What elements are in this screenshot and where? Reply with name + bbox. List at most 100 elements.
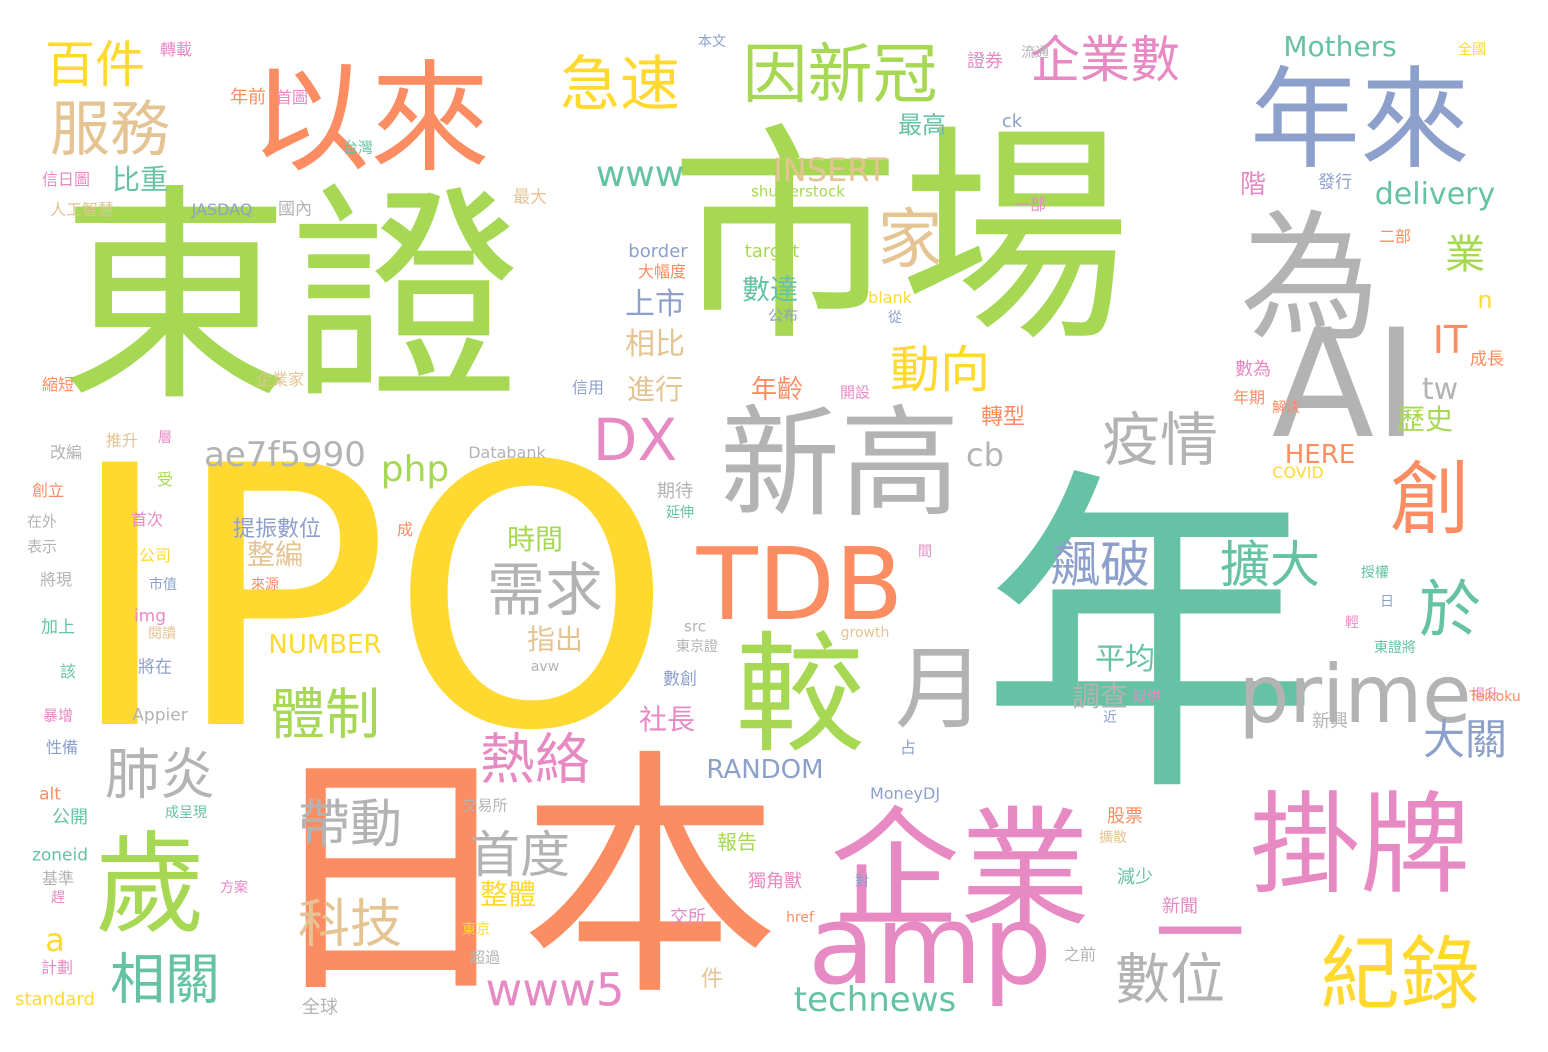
word-97: target [744,241,800,262]
word-87: 信日圖 [41,170,91,189]
word-148: 新興 [1312,711,1348,732]
word-25: 百件 [45,36,145,94]
word-62: 數達 [741,273,799,306]
word-6: 年來 [1250,56,1470,184]
word-125: 將現 [39,570,73,589]
word-1: 市場 [669,106,1131,373]
word-128: img [133,606,167,627]
word-65: 指出 [526,623,584,656]
word-100: 從 [888,310,902,326]
word-68: 社長 [638,703,696,736]
word-55: cb [966,436,1004,474]
word-17: 紀錄 [1320,928,1480,1021]
word-2: IPO [66,390,674,809]
word-149: 性備 [45,738,79,757]
word-91: 最大 [513,187,547,208]
word-12: 較 [734,619,866,771]
word-109: 解決 [1272,400,1300,416]
word-33: 相關 [109,947,221,1012]
word-24: 服務 [50,95,170,165]
word-126: 市值 [149,577,177,593]
word-80: 轉載 [159,40,193,59]
word-73: 最高 [898,111,946,139]
word-89: JASDAQ [191,200,253,219]
word-5: 以來 [250,50,490,189]
word-152: MoneyDJ [869,784,941,803]
word-144: Appier [132,705,188,726]
word-9: 新高 [720,395,960,534]
word-163: 基準 [41,869,75,888]
word-27: 疫情 [1101,406,1219,474]
word-120: 首次 [130,510,164,529]
word-170: 計劃 [40,958,74,977]
word-71: HERE [1284,440,1356,470]
word-22: 急速 [560,50,680,120]
word-103: 企業家 [255,370,305,389]
word-159: zoneid [31,845,89,866]
word-10: 企業 [829,794,1091,946]
word-166: 交所 [670,907,706,928]
word-111: 推升 [105,431,139,450]
word-112: 層 [158,430,172,446]
word-4: 日本 [260,729,780,1031]
word-41: technews [793,980,957,1020]
word-118: 受 [156,470,174,489]
word-150: 占 [899,738,917,757]
word-49: 業 [1445,232,1485,278]
word-94: 發行 [1318,172,1352,193]
word-64: 年齡 [750,375,804,405]
word-143: 暴增 [42,706,74,725]
word-76: 提振數位 [232,517,322,542]
word-153: 成呈現 [165,805,207,821]
word-54: php [380,449,450,490]
word-11: 掛牌 [1250,781,1470,909]
word-0: 東證 [59,166,521,433]
word-74: 階 [1239,170,1267,200]
word-101: 公布 [767,306,799,325]
word-135: 東京證 [676,639,718,655]
word-162: 減少 [1117,867,1153,888]
word-138: 該 [59,662,77,681]
word-146: 提供 [1133,689,1161,705]
word-48: delivery [1374,177,1496,212]
word-60: 上市 [625,287,685,322]
word-110: 改編 [49,443,83,462]
word-169: 東京 [462,922,490,938]
word-98: 大幅度 [637,262,687,281]
word-139: 將在 [138,657,172,678]
word-77: 轉型 [980,405,1026,430]
word-79: 首圖 [275,88,309,107]
word-86: 台灣 [342,138,374,157]
word-32: 肺炎 [104,742,216,807]
word-129: 授權 [1361,565,1389,581]
word-142: 揭升 [1471,687,1499,703]
word-161: 對 [855,874,869,890]
word-20: 創 [1390,453,1470,546]
word-107: 成長 [1470,349,1504,370]
word-124: 間 [918,544,932,560]
word-173: 之前 [1063,945,1097,964]
word-147: Teikoku [1469,689,1521,705]
word-72: a [45,921,65,959]
word-132: 閱讀 [148,626,176,642]
word-44: ae7f5990 [204,435,366,475]
word-36: 飆破 [1050,536,1150,594]
word-63: 進行 [626,373,684,406]
word-167: href [786,910,814,926]
word-34: 熱絡 [479,727,591,792]
word-113: Databank [468,443,546,462]
word-50: IT [1432,318,1468,362]
word-127: 來源 [251,577,279,593]
word-3: 年 [980,442,1320,838]
word-23: 企業數 [1030,31,1180,89]
word-59: RANDOM [706,755,824,785]
word-83: 流通 [1021,45,1049,61]
word-165: 趕 [51,890,65,906]
word-130: 日 [1380,594,1394,610]
word-16: 歲 [95,821,205,949]
word-58: NUMBER [268,630,382,660]
word-75: n [1477,286,1493,314]
word-122: 表示 [26,537,58,556]
word-105: 開設 [839,383,871,402]
word-116: 延伸 [666,505,694,521]
